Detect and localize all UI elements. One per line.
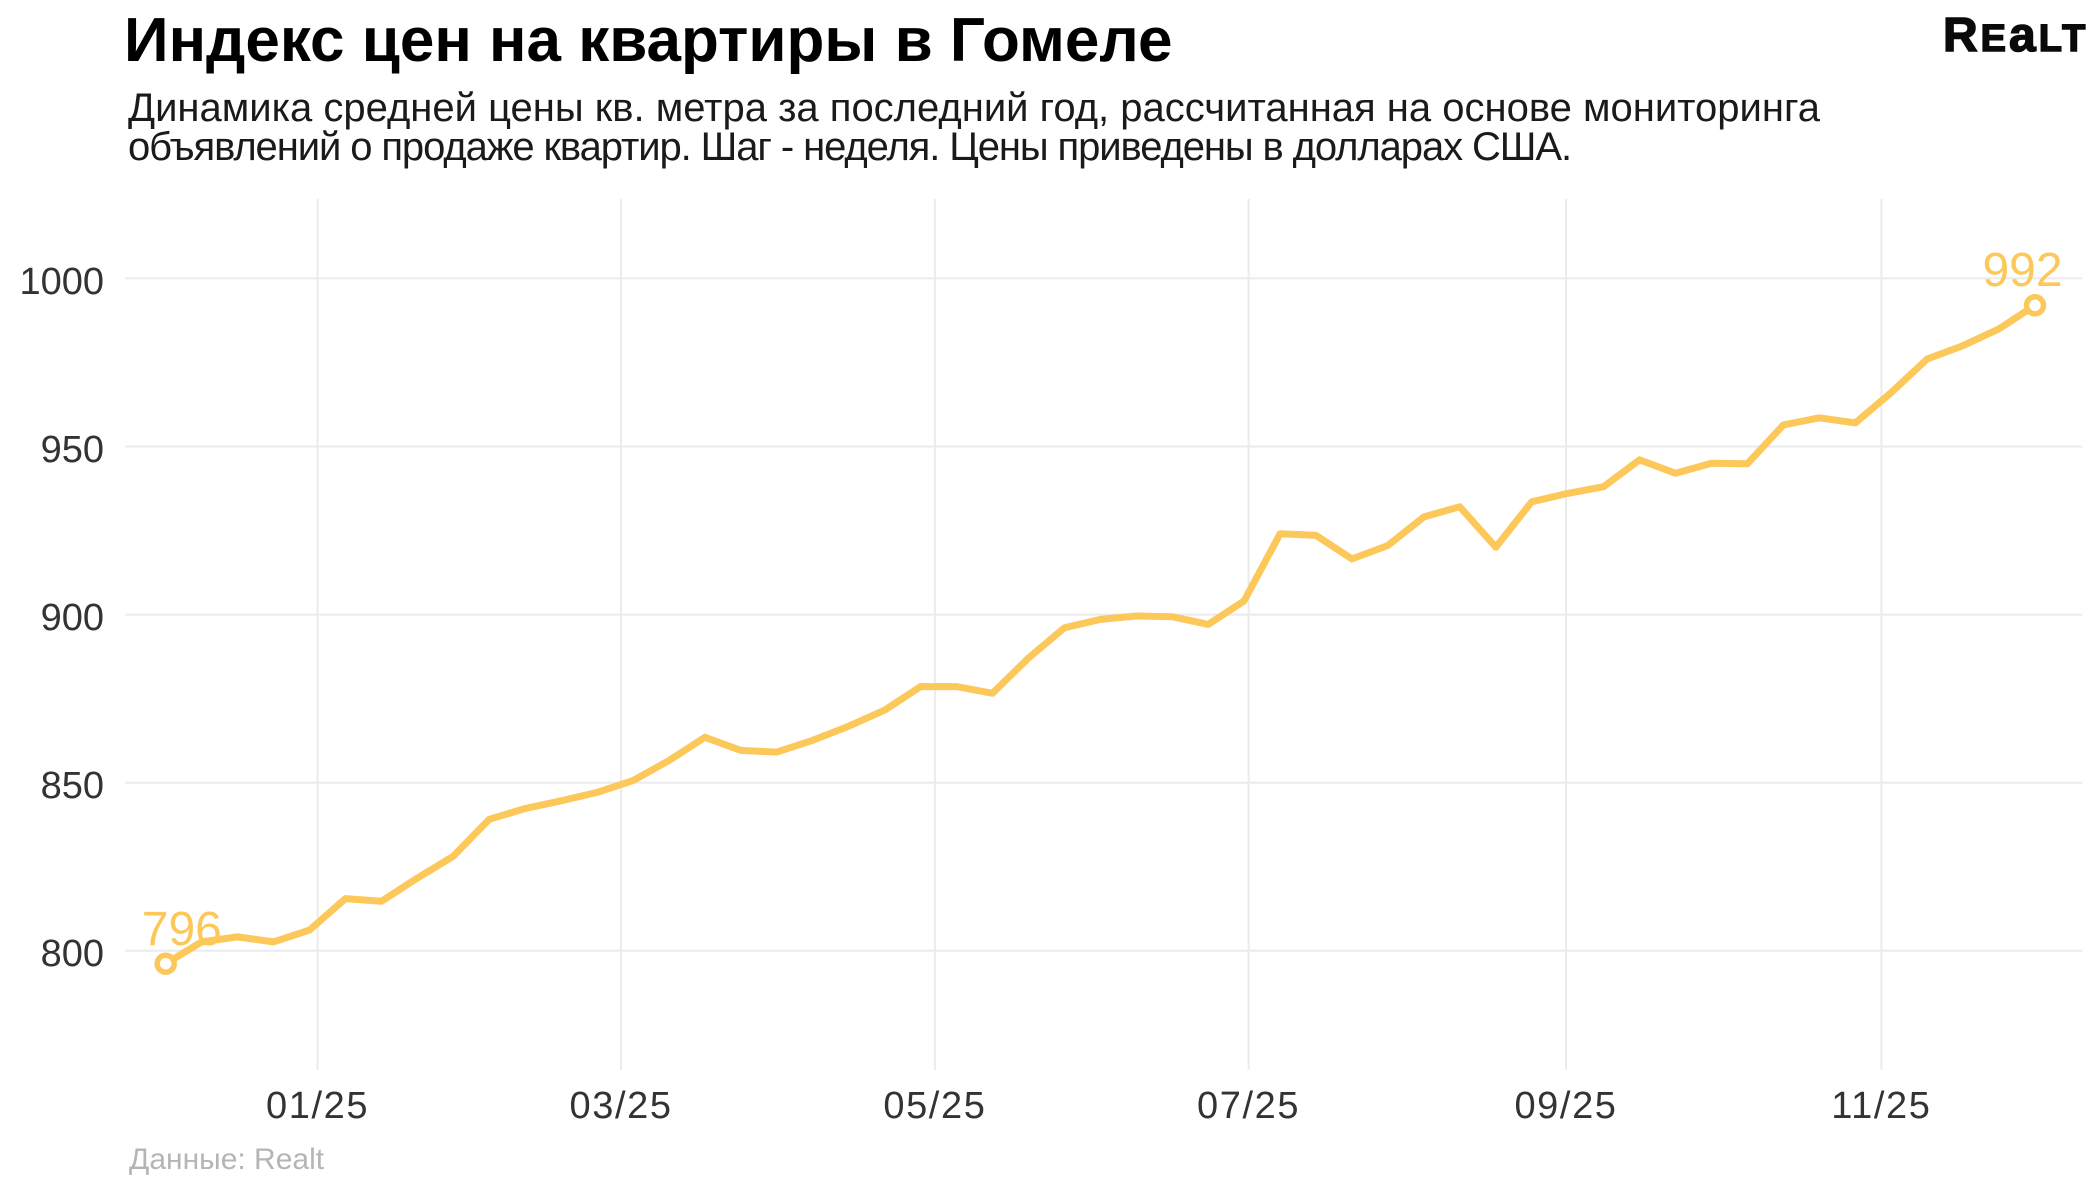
svg-text:01/25: 01/25	[266, 1085, 369, 1127]
svg-text:950: 950	[41, 429, 104, 471]
svg-text:09/25: 09/25	[1514, 1085, 1617, 1127]
svg-text:992: 992	[1982, 244, 2062, 297]
svg-text:1000: 1000	[19, 261, 104, 303]
svg-text:07/25: 07/25	[1197, 1085, 1300, 1127]
svg-text:05/25: 05/25	[883, 1085, 986, 1127]
svg-text:850: 850	[41, 765, 104, 807]
svg-text:796: 796	[142, 903, 222, 956]
svg-text:800: 800	[41, 933, 104, 975]
svg-text:900: 900	[41, 597, 104, 639]
svg-text:03/25: 03/25	[570, 1085, 673, 1127]
svg-text:11/25: 11/25	[1831, 1085, 1931, 1127]
